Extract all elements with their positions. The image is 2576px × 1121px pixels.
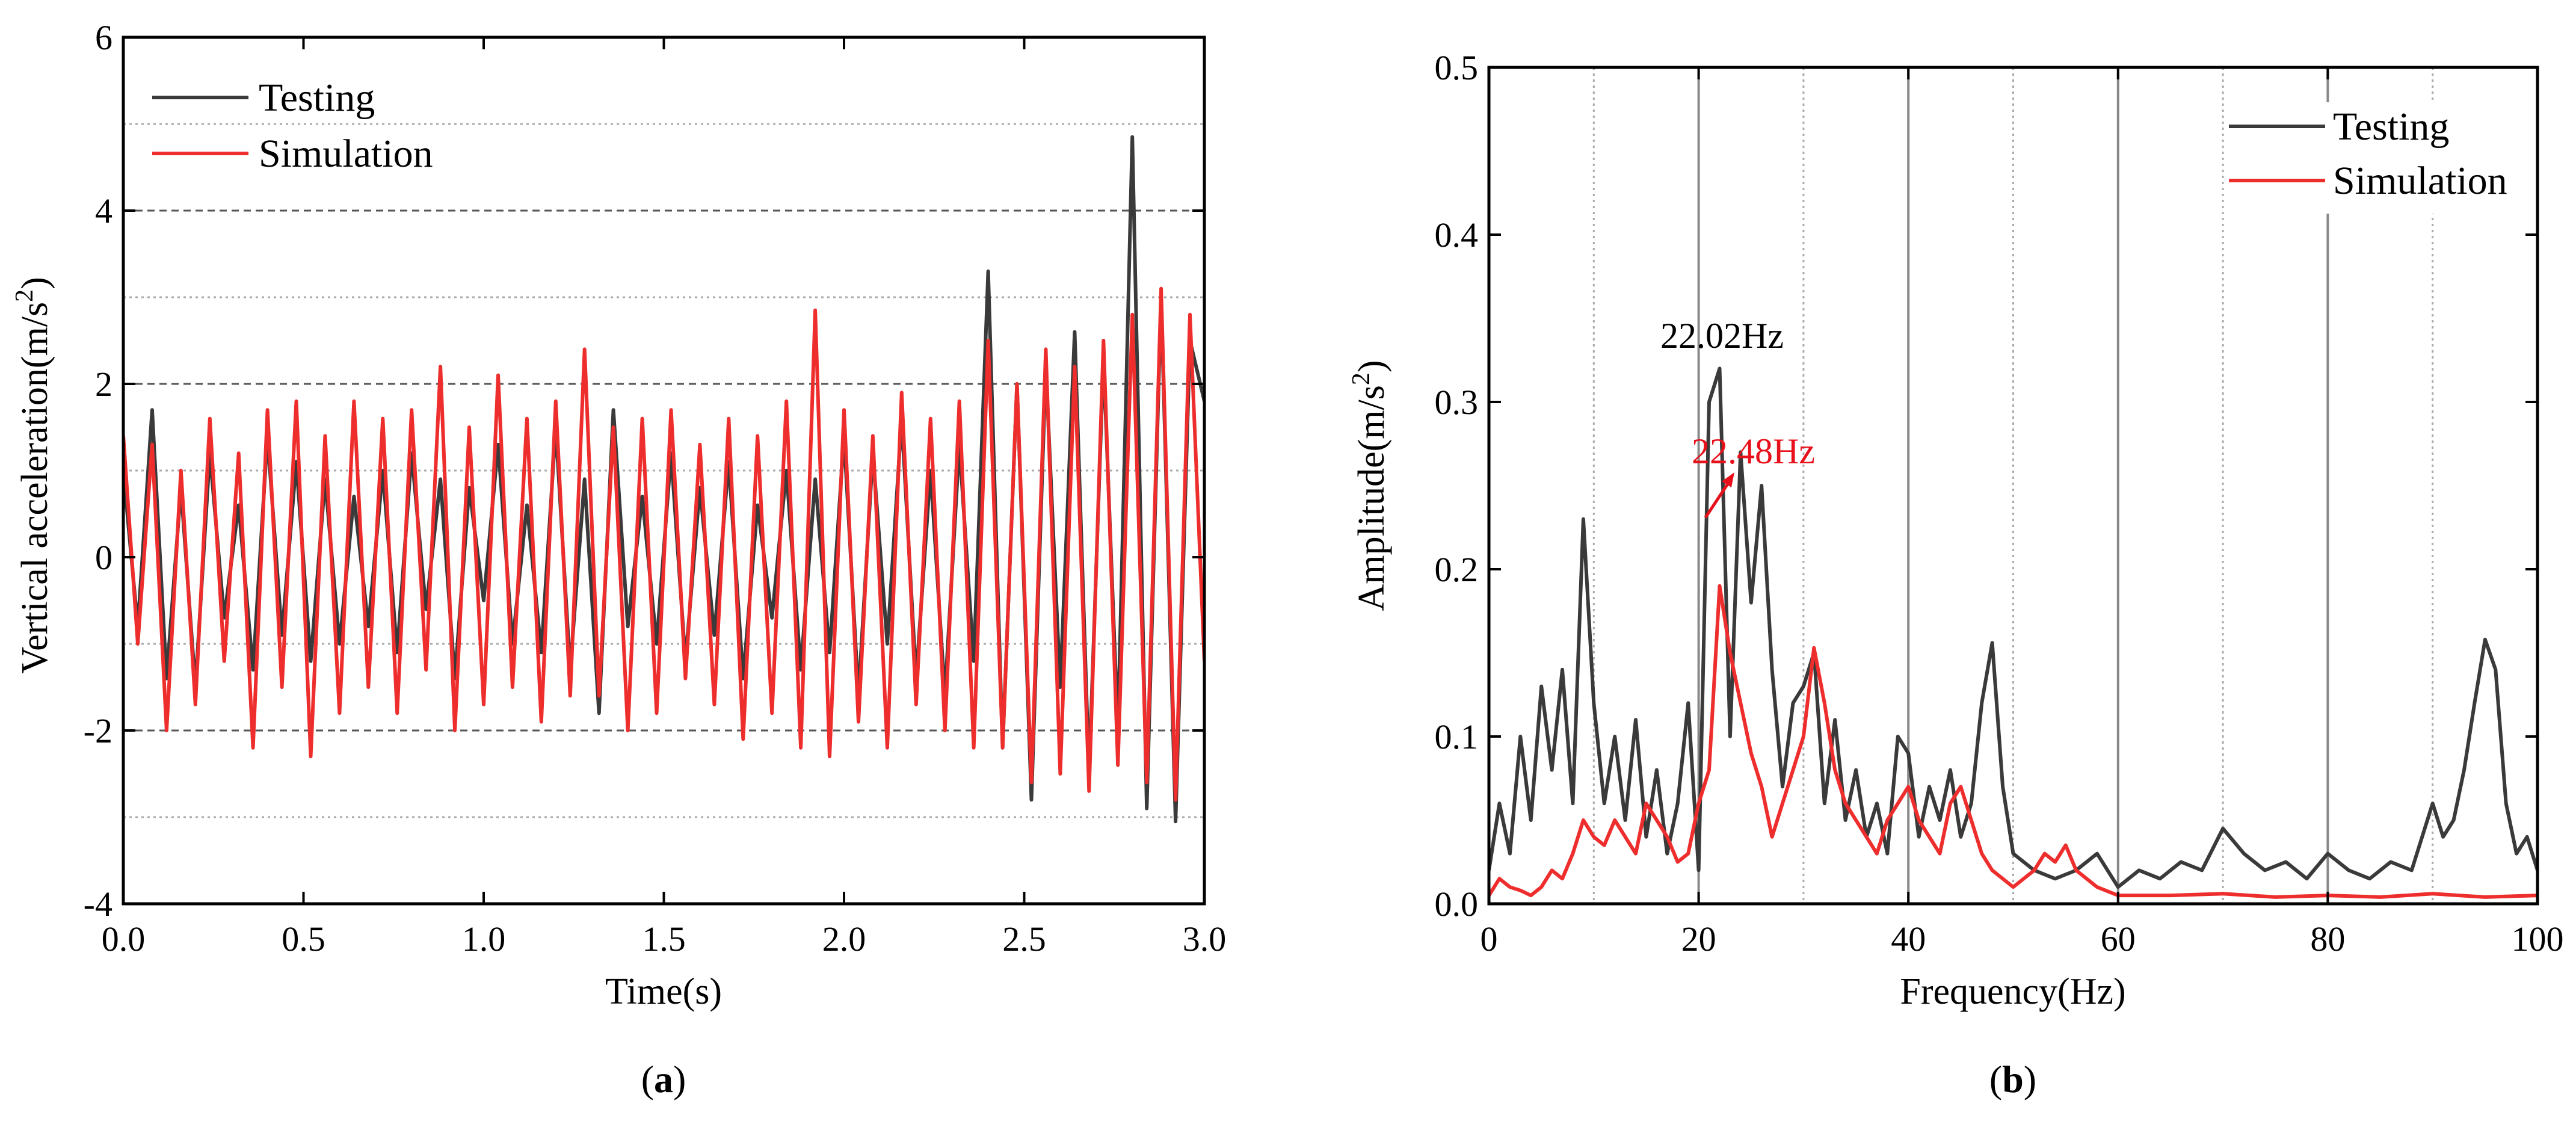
legend-label-simulation: Simulation: [2333, 159, 2507, 203]
y-tick-label: -4: [84, 885, 112, 924]
y-tick-label: 0.3: [1435, 383, 1479, 422]
peak-arrowhead-simulation: [1722, 472, 1734, 487]
caption-a-letter: a: [654, 1058, 673, 1101]
x-tick-label: 40: [1891, 919, 1926, 959]
x-tick-label: 100: [2512, 919, 2564, 959]
panel-b-axis-ticks: 0 20 40 60 80 100 0.0 0.1 0.2 0.3 0.4 0.5: [1435, 48, 2564, 959]
panel-a-x-axis-title: Time(s): [605, 971, 722, 1012]
caption-a: (a): [641, 1058, 686, 1101]
peak-label-simulation: 22.48Hz: [1692, 431, 1815, 471]
panel-b-y-axis-title-main: Amplitude(m/s: [1351, 385, 1392, 611]
y-tick-label: 2: [95, 365, 112, 404]
panel-a-y-axis-title-superscript: 2: [11, 289, 39, 302]
panel-a-y-axis-title-close: ): [14, 277, 55, 289]
series-line-simulation: [123, 286, 1204, 802]
x-tick-label: 0: [1481, 919, 1498, 959]
x-tick-label: 2.0: [822, 919, 866, 959]
y-tick-label: 0.0: [1435, 885, 1479, 924]
panel-b-spectrum-chart: 0 20 40 60 80 100 0.0 0.1 0.2 0.3 0.4 0.5 Testing S…: [1348, 48, 2564, 1101]
legend-label-testing: Testing: [259, 76, 375, 120]
panel-b-peak-annotations: 22.02Hz 22.48Hz: [1660, 316, 1815, 519]
y-tick-label: 0: [95, 538, 112, 577]
panel-b-y-axis-title: Amplitude(m/s2): [1348, 360, 1392, 611]
panel-a-axis-ticks: 0.0 0.5 1.0 1.5 2.0 2.5 3.0 -4 -2 0 2 4 6: [84, 18, 1227, 959]
caption-b: (b): [1989, 1058, 2036, 1101]
x-tick-label: 60: [2101, 919, 2136, 959]
panel-a-y-axis-title: Vertical acceleration(m/s2): [11, 277, 55, 674]
panel-a-time-history-chart: 0.0 0.5 1.0 1.5 2.0 2.5 3.0 -4 -2 0 2 4 6 Testing Si…: [11, 18, 1226, 1101]
legend-label-testing: Testing: [2333, 105, 2449, 149]
y-tick-label: 6: [95, 18, 112, 57]
peak-label-testing: 22.02Hz: [1660, 316, 1784, 356]
panel-a-series-group: [123, 135, 1204, 824]
x-tick-label: 20: [1681, 919, 1716, 959]
panel-b-series-group: [1489, 366, 2537, 899]
panel-a-legend: Testing Simulation: [152, 76, 433, 176]
panel-b-y-axis-title-close: ): [1351, 360, 1392, 372]
y-tick-label: 0.4: [1435, 215, 1479, 255]
x-tick-label: 80: [2310, 919, 2345, 959]
x-tick-label: 1.5: [642, 919, 686, 959]
x-tick-label: 3.0: [1183, 919, 1227, 959]
x-tick-label: 1.0: [462, 919, 506, 959]
series-line-simulation: [1489, 584, 2537, 899]
y-tick-label: 4: [95, 191, 112, 230]
caption-a-close: ): [673, 1058, 686, 1101]
x-tick-label: 0.0: [102, 919, 146, 959]
series-line-testing: [1489, 366, 2537, 889]
caption-b-open: (: [1989, 1058, 2002, 1101]
x-tick-label: 2.5: [1002, 919, 1046, 959]
panel-b-plot-frame: [1487, 66, 2539, 906]
y-tick-label: 0.5: [1435, 48, 1479, 87]
panel-b-x-axis-title: Frequency(Hz): [1900, 971, 2125, 1012]
y-tick-label: -2: [84, 711, 112, 750]
panel-b-y-axis-title-superscript: 2: [1348, 372, 1375, 385]
peak-arrow-simulation: [1704, 477, 1733, 519]
panel-a-y-axis-title-main: Vertical acceleration(m/s: [14, 302, 55, 674]
y-tick-label: 0.1: [1435, 717, 1479, 756]
x-tick-label: 0.5: [282, 919, 325, 959]
panel-b-legend-background: [2229, 102, 2530, 214]
caption-a-open: (: [641, 1058, 654, 1101]
caption-b-letter: b: [2002, 1058, 2024, 1101]
legend-label-simulation: Simulation: [259, 132, 433, 176]
panel-b-legend: Testing Simulation: [2229, 102, 2530, 214]
caption-b-close: ): [2024, 1058, 2036, 1101]
y-tick-label: 0.2: [1435, 550, 1479, 589]
